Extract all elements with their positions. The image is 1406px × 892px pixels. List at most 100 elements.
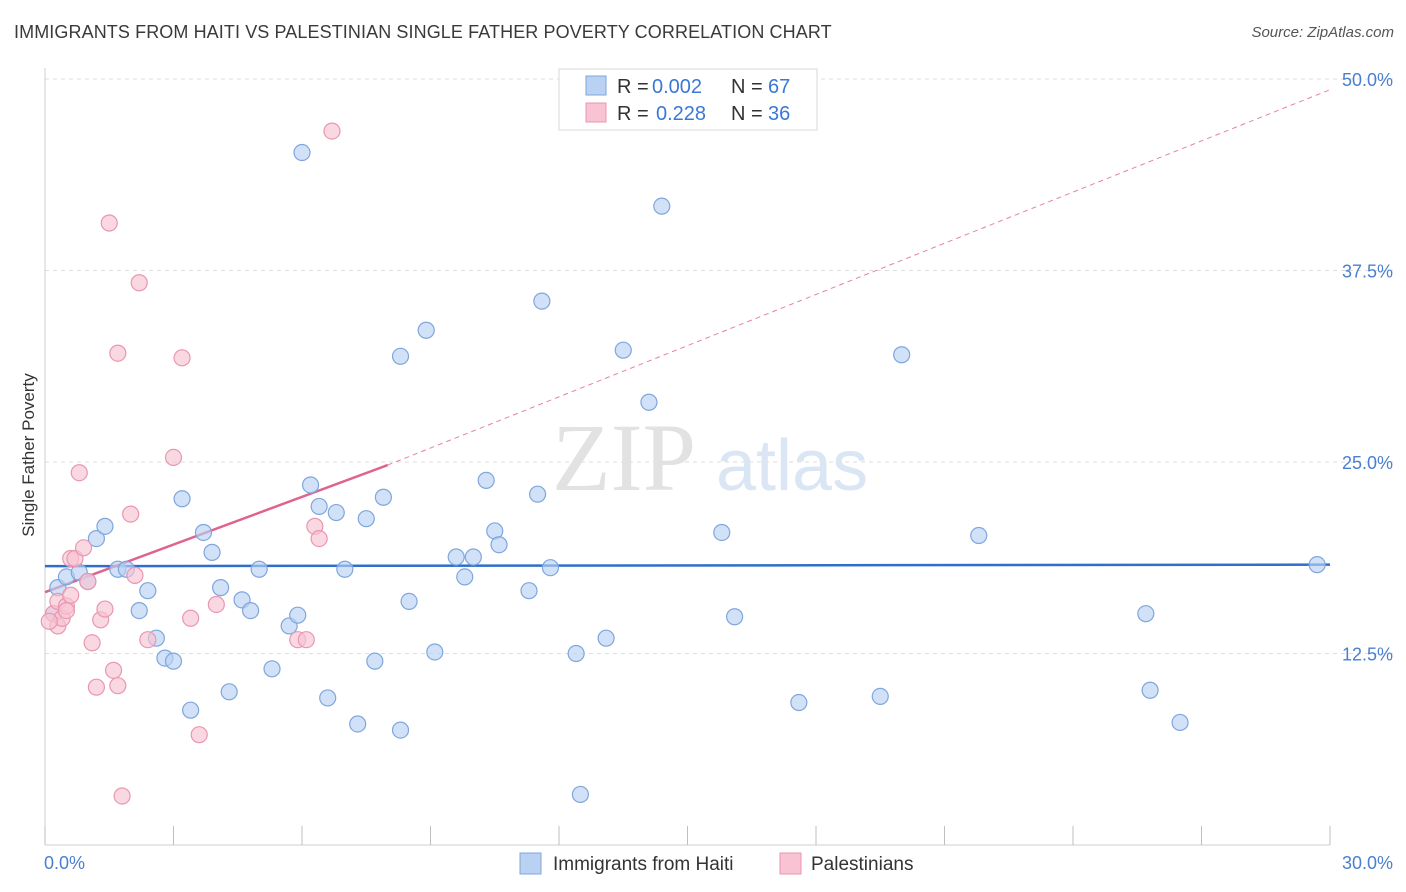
haiti-point	[336, 560, 354, 578]
data-points	[40, 122, 1326, 805]
y-tick-labels: 12.5% 25.0% 37.5% 50.0%	[1342, 70, 1393, 665]
palestinian-point	[310, 529, 328, 548]
palestinian-point	[87, 678, 106, 696]
palestinian-point	[323, 122, 341, 140]
haiti-point	[391, 721, 410, 739]
haiti-point	[391, 347, 410, 365]
haiti-point	[417, 321, 435, 339]
haiti-point	[571, 785, 590, 804]
palestinian-point	[126, 566, 144, 584]
haiti-point	[301, 476, 320, 494]
bottom-legend: Immigrants from Haiti Palestinians	[519, 852, 913, 875]
haiti-point	[130, 602, 148, 620]
haiti-point	[1308, 556, 1326, 574]
palestinian-point	[173, 349, 191, 367]
haiti-point	[263, 660, 281, 678]
haiti-point	[357, 510, 375, 528]
palestinian-point	[79, 572, 97, 591]
y-tick-label: 12.5%	[1342, 645, 1393, 665]
haiti-point	[139, 582, 157, 600]
palestinian-trend-line	[44, 463, 389, 594]
haiti-point	[242, 602, 260, 620]
haiti-point	[182, 701, 200, 719]
palestinian-point	[109, 344, 127, 362]
palestinian-point	[70, 464, 88, 482]
x-tick-labels: 0.0% 30.0%	[44, 853, 1393, 873]
haiti-point	[173, 490, 191, 508]
haiti-point	[970, 526, 988, 545]
haiti-point	[464, 548, 482, 566]
watermark-zip: ZIP	[552, 404, 696, 511]
haiti-point	[400, 592, 418, 611]
legend-n-label-haiti: N =	[731, 76, 763, 98]
y-tick-label: 37.5%	[1342, 262, 1393, 282]
y-tick-label: 50.0%	[1342, 70, 1393, 90]
haiti-point	[490, 536, 508, 554]
haiti-point	[349, 715, 367, 733]
haiti-trend-line	[44, 563, 1331, 568]
haiti-point	[87, 529, 106, 548]
haiti-point	[203, 543, 221, 561]
palestinian-point	[164, 448, 183, 467]
legend-r-value-haiti: 0.002	[652, 76, 702, 98]
watermark: ZIP atlas	[552, 404, 868, 511]
haiti-point	[250, 560, 268, 578]
palestinian-point	[74, 539, 93, 557]
haiti-point	[310, 497, 328, 516]
palestinian-point	[104, 661, 123, 679]
y-axis-label: Single Father Poverty	[19, 373, 38, 537]
haiti-point	[220, 683, 238, 701]
legend-swatch-palestinians	[585, 102, 607, 123]
haiti-point	[447, 548, 465, 566]
legend: R = 0.002 N = 67 R = 0.228 N = 36	[558, 68, 818, 131]
source-label: Source: ZipAtlas.com	[1251, 24, 1394, 41]
palestinian-trend-extension	[387, 89, 1331, 466]
haiti-point	[790, 693, 808, 712]
legend-r-label-palestinians: R =	[617, 103, 649, 125]
palestinian-point	[113, 787, 131, 805]
watermark-atlas: atlas	[716, 426, 868, 506]
haiti-point	[96, 517, 114, 535]
grid-lines	[45, 78, 1395, 654]
palestinian-point	[57, 602, 76, 620]
palestinian-point	[297, 631, 315, 649]
y-tick-label: 25.0%	[1342, 453, 1393, 473]
haiti-point	[477, 471, 495, 489]
trend-lines	[44, 89, 1331, 594]
haiti-point	[293, 143, 311, 162]
haiti-point	[597, 629, 615, 647]
haiti-point	[726, 608, 744, 626]
haiti-point	[640, 393, 658, 411]
haiti-point	[893, 346, 911, 364]
palestinian-point	[182, 609, 200, 627]
palestinian-point	[190, 726, 208, 744]
haiti-point	[614, 341, 632, 359]
haiti-point	[164, 652, 183, 670]
haiti-point	[327, 503, 345, 522]
haiti-point	[541, 559, 560, 577]
palestinian-point	[96, 600, 114, 618]
legend-n-value-haiti: 67	[768, 76, 790, 98]
chart-title: IMMIGRANTS FROM HAITI VS PALESTINIAN SIN…	[14, 22, 832, 42]
palestinian-point	[40, 612, 58, 630]
haiti-point	[319, 689, 337, 707]
haiti-point	[194, 523, 213, 542]
haiti-point	[1171, 713, 1189, 732]
bottom-legend-swatch-haiti	[519, 852, 542, 875]
legend-r-value-palestinians: 0.228	[656, 103, 706, 125]
haiti-point	[426, 643, 444, 661]
haiti-point	[713, 523, 731, 542]
haiti-point	[567, 644, 585, 663]
x-tick-label-max: 30.0%	[1342, 853, 1393, 873]
palestinian-point	[130, 274, 148, 292]
haiti-point	[528, 485, 547, 503]
palestinian-point	[83, 634, 101, 652]
palestinian-point	[207, 595, 225, 614]
bottom-legend-label-palestinians: Palestinians	[811, 854, 913, 875]
haiti-point	[366, 652, 384, 670]
legend-swatch-haiti	[585, 75, 607, 96]
palestinian-point	[62, 586, 80, 604]
haiti-point	[653, 197, 671, 215]
haiti-point	[1137, 605, 1155, 623]
